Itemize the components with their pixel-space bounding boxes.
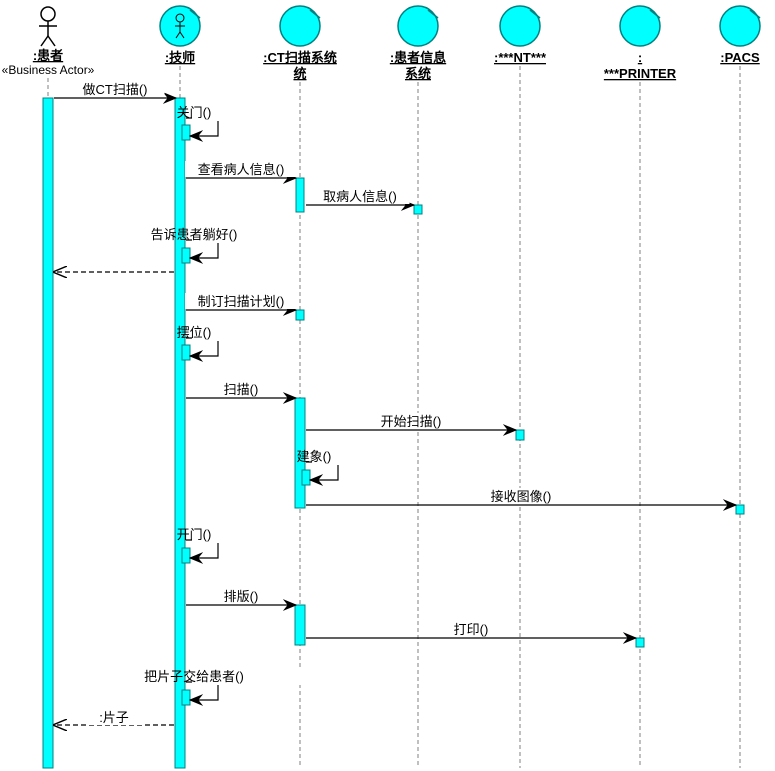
svg-text:«Business Actor»: «Business Actor» [2,63,95,77]
svg-text:***PRINTER: ***PRINTER [604,66,677,81]
svg-text:摆位(): 摆位() [177,325,212,340]
lifeline-label: :患者 [33,48,63,63]
svg-text:扫描(): 扫描() [224,382,259,397]
svg-text:系统: 系统 [405,66,431,81]
svg-text::技师: :技师 [165,50,195,65]
svg-text::片子: :片子 [99,710,129,725]
svg-text:把片子交给患者(): 把片子交给患者() [144,669,244,684]
svg-text:关门(): 关门() [177,105,212,120]
svg-text:接收图像(): 接收图像() [491,489,552,504]
svg-text::: : [638,50,642,65]
svg-text::患者信息: :患者信息 [390,50,446,65]
svg-text:制订扫描计划(): 制订扫描计划() [198,294,285,309]
svg-text:取病人信息(): 取病人信息() [323,189,397,204]
svg-text::CT扫描系统: :CT扫描系统 [263,50,337,65]
svg-text:告诉患者躺好(): 告诉患者躺好() [151,227,238,242]
svg-text::***NT***: :***NT*** [494,50,547,65]
svg-text:统: 统 [293,66,306,81]
svg-text:查看病人信息(): 查看病人信息() [198,162,285,177]
svg-text:打印(): 打印() [454,622,489,637]
svg-text:做CT扫描(): 做CT扫描() [83,82,148,97]
svg-text:排版(): 排版() [224,589,259,604]
svg-text:开门(): 开门() [177,527,212,542]
sequence-diagram: :患者«Business Actor»:技师:CT扫描系统统:患者信息系统:**… [0,0,775,771]
svg-text:建象(): 建象() [297,449,332,464]
svg-text::PACS: :PACS [720,50,760,65]
svg-text:开始扫描(): 开始扫描() [381,414,442,429]
